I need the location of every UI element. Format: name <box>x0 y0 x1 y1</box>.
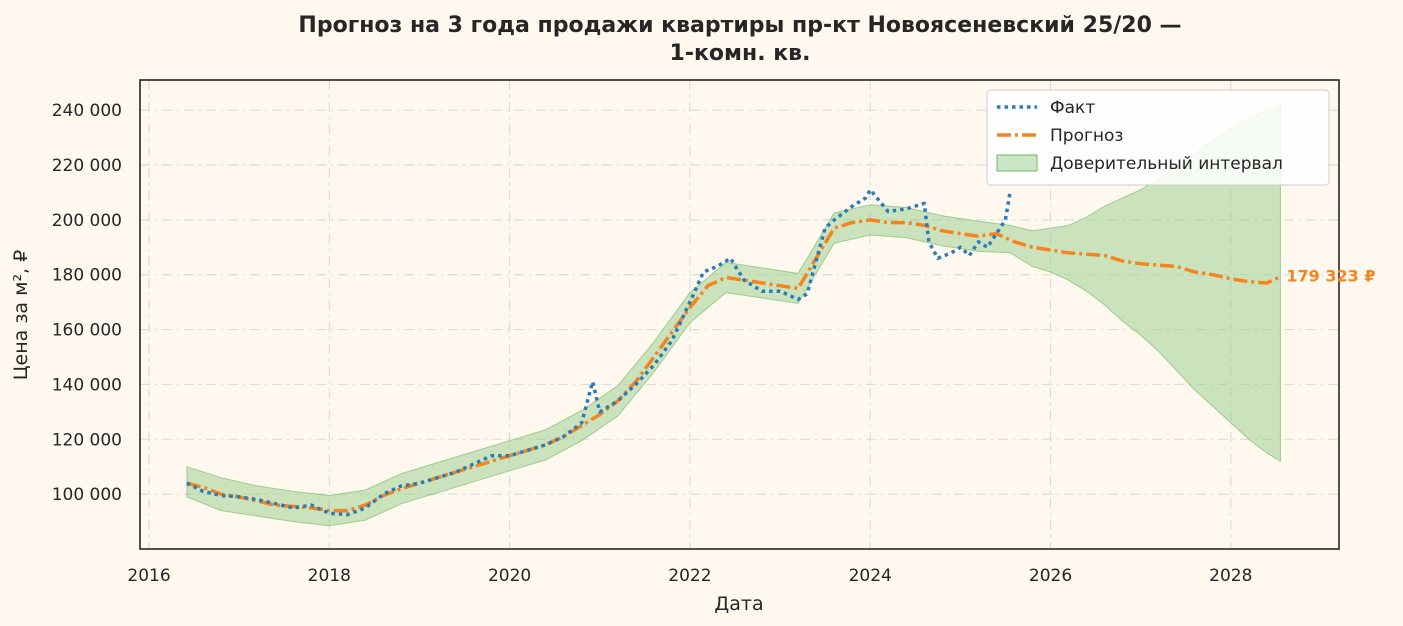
legend-fact-label: Факт <box>1050 98 1095 118</box>
x-tick-label: 2028 <box>1209 566 1252 586</box>
x-axis-ticks: 2016 2018 2020 2022 2024 2026 2028 <box>127 566 1252 586</box>
y-tick-label: 220 000 <box>52 156 122 176</box>
x-tick-label: 2016 <box>127 566 170 586</box>
forecast-end-value-label: 179 323 ₽ <box>1286 267 1375 286</box>
y-tick-label: 200 000 <box>52 211 122 231</box>
x-tick-label: 2022 <box>668 566 711 586</box>
chart-title-line-2: 1-комн. кв. <box>670 41 811 66</box>
confidence-band-layer <box>186 103 1281 527</box>
plot-frame <box>139 79 1340 550</box>
legend-box <box>986 89 1330 186</box>
y-tick-label: 140 000 <box>52 375 122 395</box>
x-tick-label: 2020 <box>488 566 531 586</box>
y-tick-label: 180 000 <box>52 266 122 286</box>
legend-band-swatch <box>996 154 1038 172</box>
legend-band-label: Доверительный интервал <box>1050 154 1283 174</box>
legend-forecast-label: Прогноз <box>1050 126 1123 146</box>
fact-line <box>186 187 1012 517</box>
x-tick-label: 2024 <box>849 566 892 586</box>
confidence-band <box>186 103 1281 527</box>
series-layer <box>186 187 1282 517</box>
y-tick-label: 100 000 <box>52 485 122 505</box>
y-axis-label: Цена за м², ₽ <box>10 250 32 380</box>
y-tick-label: 240 000 <box>52 101 122 121</box>
x-axis-label: Дата <box>714 593 763 615</box>
legend: Факт Прогноз Доверительный интервал <box>986 89 1330 186</box>
x-tick-label: 2018 <box>308 566 351 586</box>
y-tick-label: 120 000 <box>52 430 122 450</box>
y-tick-label: 160 000 <box>52 321 122 341</box>
chart-title-line-1: Прогноз на 3 года продажи квартиры пр-кт… <box>298 13 1181 38</box>
y-axis-ticks: 100 000 120 000 140 000 160 000 180 000 200 0… <box>52 101 122 505</box>
x-tick-label: 2026 <box>1029 566 1072 586</box>
